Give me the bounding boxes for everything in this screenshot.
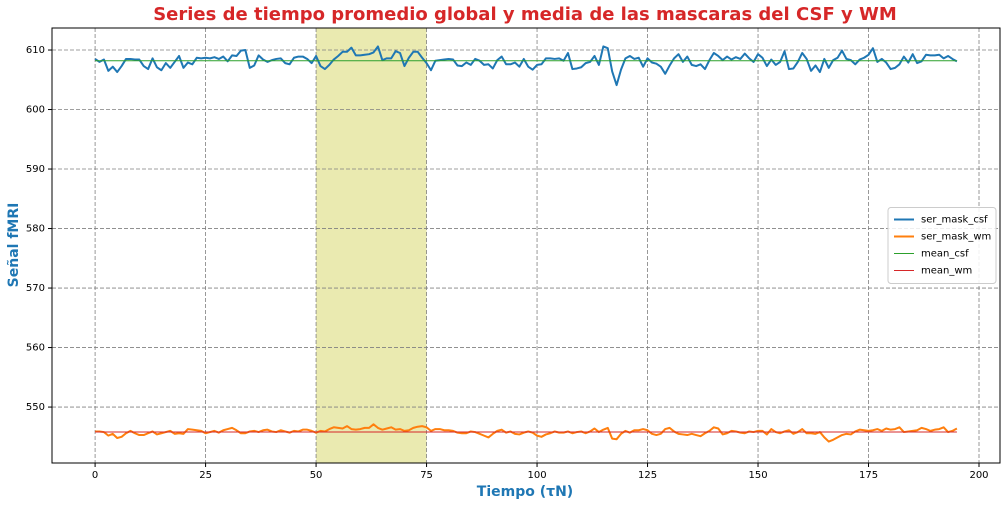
x-tick-label: 25 <box>199 470 212 481</box>
x-tick-label: 175 <box>859 470 878 481</box>
y-tick-label: 590 <box>26 164 45 175</box>
plot-frame <box>51 27 1001 464</box>
y-axis-label: Señal fMRI <box>6 203 22 288</box>
series-line <box>94 45 958 87</box>
x-tick-label: 50 <box>310 470 323 481</box>
highlight-span <box>316 28 427 463</box>
x-tick-label: 200 <box>969 470 988 481</box>
legend-label: mean_wm <box>921 266 972 277</box>
legend-label: ser_mask_wm <box>921 232 991 243</box>
series-line <box>95 423 958 443</box>
y-tick-label: 610 <box>26 45 45 56</box>
y-tick-label: 550 <box>26 402 45 413</box>
y-tick-label: 580 <box>26 224 45 235</box>
y-tick-label: 600 <box>26 105 45 116</box>
x-tick-label: 75 <box>420 470 433 481</box>
x-tick-label: 100 <box>528 470 547 481</box>
legend-box <box>887 207 997 284</box>
y-tick-label: 560 <box>26 343 45 354</box>
x-axis-label: Tiempo (τN) <box>477 484 573 500</box>
x-tick-label: 125 <box>638 470 657 481</box>
x-tick-label: 0 <box>92 470 98 481</box>
chart-title: Series de tiempo promedio global y media… <box>153 4 897 25</box>
legend-label: ser_mask_csf <box>921 215 988 226</box>
x-tick-label: 150 <box>748 470 767 481</box>
legend-label: mean_csf <box>921 249 969 260</box>
y-tick-label: 570 <box>26 283 45 294</box>
